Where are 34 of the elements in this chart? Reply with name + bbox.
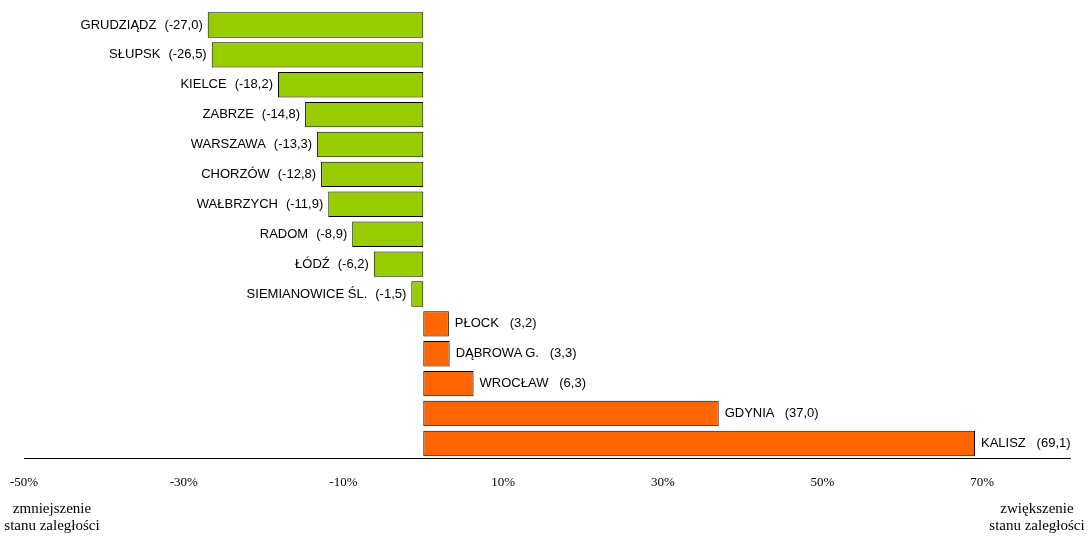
- text: zmniejszenie stanu zaległości: [3, 500, 101, 534]
- data-label: (-11,9): [285, 195, 324, 211]
- data-label: (-18,2): [234, 76, 273, 92]
- category-label: PŁOCK (3,2): [454, 315, 537, 331]
- y-tick-label: CHORZÓW: [201, 165, 271, 181]
- text: zwiększenie stanu zaległości: [988, 500, 1086, 534]
- x-tick-label: 50%: [810, 473, 835, 489]
- y-tick-label: WAŁBRZYCH: [196, 195, 278, 211]
- y-tick-label: SŁUPSK: [109, 46, 161, 62]
- x-tick-label: -50%: [9, 473, 39, 489]
- data-label: (-27,0): [164, 16, 203, 32]
- y-tick-label: WARSZAWA: [190, 136, 267, 152]
- x-tick-label: 10%: [491, 473, 516, 489]
- data-label: (-1,5): [375, 285, 407, 301]
- x-tick-label: 70%: [970, 473, 995, 489]
- data-label: (-14,8): [261, 106, 301, 122]
- y-tick-label: KIELCE: [180, 76, 228, 92]
- y-tick-label: RADOM: [259, 225, 309, 241]
- category-label: WROCŁAW (6,3): [479, 375, 587, 391]
- x-tick-label: -10%: [329, 473, 358, 489]
- x-tick-label: -30%: [169, 473, 198, 489]
- y-tick-label: SIEMIANOWICE ŚL.: [246, 285, 368, 301]
- data-label: (-13,3): [273, 136, 313, 152]
- x-tick-label: 30%: [650, 473, 675, 489]
- data-label: (-12,8): [277, 165, 317, 181]
- category-label: GDYNIA (37,0): [724, 405, 819, 421]
- category-label: DĄBROWA G. (3,3): [455, 345, 577, 361]
- y-tick-label: ZABRZE: [202, 106, 255, 122]
- y-tick-label: GRUDZIĄDZ: [80, 16, 157, 32]
- y-tick-label: ŁÓDŹ: [295, 255, 330, 271]
- data-label: (-8,9): [316, 225, 348, 241]
- data-label: (-26,5): [168, 46, 207, 62]
- data-label: (-6,2): [337, 255, 369, 271]
- category-label: KALISZ (69,1): [980, 435, 1071, 451]
